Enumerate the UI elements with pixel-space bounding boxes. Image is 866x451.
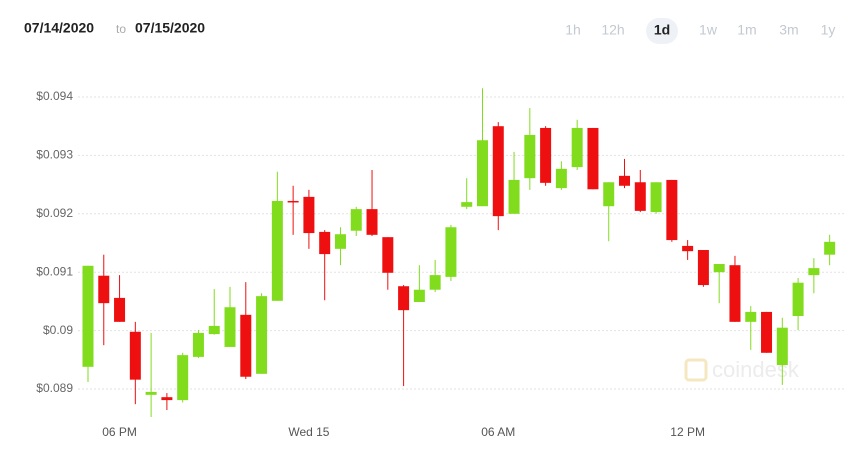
candle-body (461, 202, 473, 207)
date-separator: to (116, 22, 126, 36)
candle-body (287, 200, 299, 203)
x-tick-label: Wed 15 (288, 425, 329, 439)
range-button[interactable]: 1h (565, 22, 581, 38)
candle-body (319, 231, 331, 255)
candle-body (524, 134, 536, 179)
candle-body (808, 268, 820, 276)
candle-body (540, 127, 552, 183)
candle-body (571, 127, 583, 168)
candle-body (634, 182, 646, 211)
candle-body (240, 314, 252, 377)
range-selector: 1h 12h 1d 1w 1m 3m 1y (565, 18, 835, 44)
y-tick-label: $0.092 (36, 206, 73, 220)
candle-body (587, 127, 599, 190)
candle-body (413, 289, 425, 302)
candle-body (761, 311, 773, 353)
candle-body (697, 250, 709, 286)
y-tick-label: $0.093 (36, 148, 73, 162)
candle-body (603, 182, 615, 207)
candle-body (398, 286, 410, 311)
range-button[interactable]: 1y (821, 22, 836, 38)
candle-body (256, 296, 268, 374)
candle-body (555, 168, 567, 189)
candle-body (161, 397, 173, 401)
candle-body (445, 227, 457, 277)
candle-body (713, 264, 725, 273)
candle-body (508, 179, 520, 214)
candle-body (824, 241, 836, 255)
x-tick-label: 06 PM (102, 425, 137, 439)
candle-body (224, 307, 236, 347)
candle-body (208, 325, 220, 335)
candle-body (177, 355, 189, 401)
candle-body (303, 196, 315, 234)
range-button[interactable]: 1d (654, 22, 670, 38)
y-tick-label: $0.091 (36, 264, 73, 278)
candle-body (366, 209, 378, 235)
start-date: 07/14/2020 (24, 20, 94, 36)
candle-body (792, 282, 804, 316)
candle-body (476, 140, 488, 207)
candle-body (492, 126, 504, 217)
candle-body (745, 311, 757, 322)
candle-body (429, 275, 441, 290)
y-tick-label: $0.089 (36, 381, 73, 395)
candle-body (666, 179, 678, 241)
watermark-logo (684, 358, 708, 382)
candle-body (145, 391, 157, 395)
range-button[interactable]: 12h (601, 22, 624, 38)
candle-body (271, 200, 283, 301)
x-tick-label: 06 AM (481, 425, 515, 439)
range-highlight (646, 18, 678, 44)
candle-body (192, 332, 204, 357)
y-tick-label: $0.094 (36, 89, 73, 103)
candle-body (129, 331, 141, 380)
candle-body (334, 234, 346, 249)
x-tick-label: 12 PM (670, 425, 705, 439)
candle-body (682, 245, 694, 252)
range-button[interactable]: 1w (699, 22, 718, 38)
range-button[interactable]: 1m (737, 22, 756, 38)
candle-body (619, 175, 631, 186)
end-date: 07/15/2020 (135, 20, 205, 36)
candle-body (729, 265, 741, 322)
candle-body (382, 237, 394, 273)
candle-body (776, 327, 788, 366)
candle-body (350, 209, 362, 231)
y-tick-label: $0.09 (43, 323, 73, 337)
range-button[interactable]: 3m (779, 22, 798, 38)
candle-body (82, 265, 94, 367)
candle-body (650, 182, 662, 213)
candle-body (98, 275, 110, 304)
candle-body (114, 297, 126, 322)
